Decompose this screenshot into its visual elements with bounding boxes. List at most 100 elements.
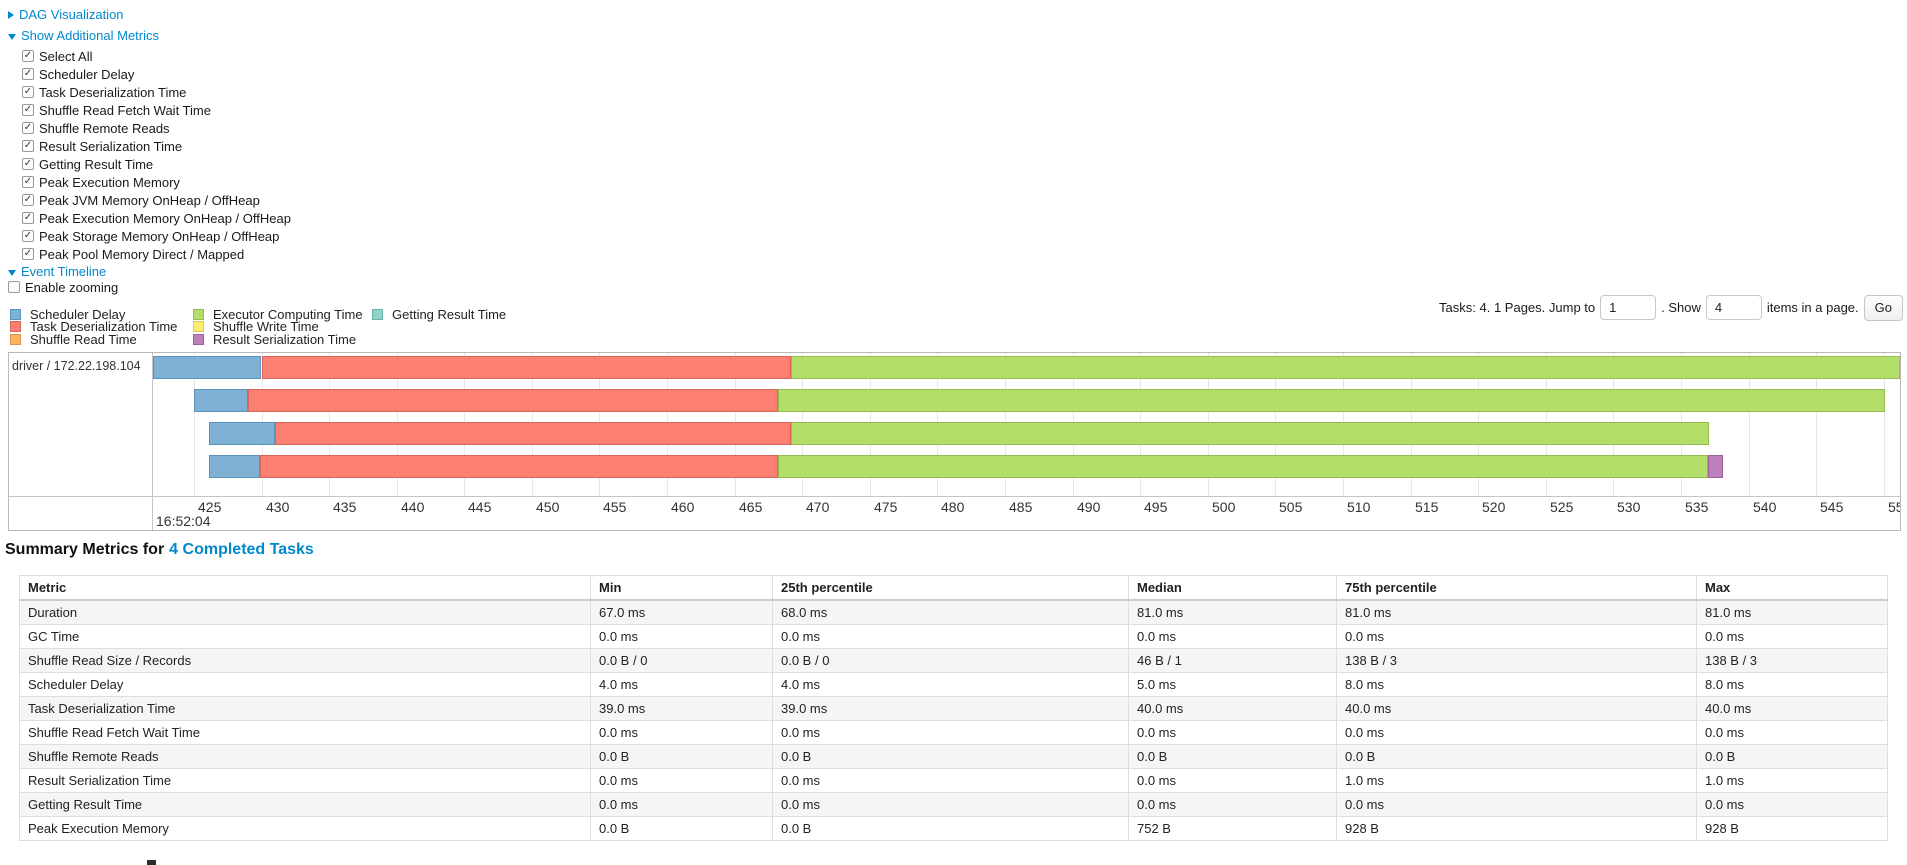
metric-checkbox-row[interactable]: Shuffle Read Fetch Wait Time	[22, 101, 211, 119]
metric-checkbox-row[interactable]: Task Deserialization Time	[22, 83, 186, 101]
completed-tasks-link[interactable]: 4 Completed Tasks	[169, 541, 314, 558]
axis-tick-label: 475	[874, 499, 898, 515]
timeline-bar-task-deserialization[interactable]	[275, 422, 792, 445]
summary-table-row: Scheduler Delay 4.0 ms 4.0 ms 5.0 ms 8.0 ms 8…	[19, 672, 1888, 697]
axis-tick-label: 530	[1617, 499, 1641, 515]
summary-table-row: Shuffle Read Size / Records 0.0 B / 0 0.0 …	[19, 648, 1888, 673]
pagination-summary: Tasks: 4. 1 Pages. Jump to	[1439, 300, 1596, 315]
summary-table-cell: Shuffle Read Fetch Wait Time	[19, 720, 591, 745]
metric-checkbox-row[interactable]: Peak JVM Memory OnHeap / OffHeap	[22, 191, 260, 209]
summary-table-row: Duration 67.0 ms 68.0 ms 81.0 ms 81.0 ms 81.0…	[19, 599, 1888, 625]
dag-visualization-label: DAG Visualization	[19, 7, 124, 22]
timeline-bar-executor-computing[interactable]	[777, 389, 1886, 412]
metric-checkbox-row[interactable]: Result Serialization Time	[22, 137, 182, 155]
metric-checkbox[interactable]	[22, 122, 34, 134]
metric-checkbox-label: Peak Pool Memory Direct / Mapped	[39, 246, 245, 262]
summary-table-cell: Getting Result Time	[19, 792, 591, 817]
metric-checkbox-row[interactable]: Select All	[22, 47, 92, 65]
page-size-input[interactable]	[1705, 295, 1762, 320]
summary-table-cell: 0.0 ms	[1128, 624, 1337, 649]
show-additional-metrics-toggle[interactable]: Show Additional Metrics	[8, 28, 159, 43]
summary-table-row: Task Deserialization Time 39.0 ms 39.0 ms 4…	[19, 696, 1888, 721]
timeline-bar-task-deserialization[interactable]	[247, 389, 778, 412]
summary-table-cell: 928 B	[1336, 816, 1697, 841]
event-timeline-toggle[interactable]: Event Timeline	[8, 264, 106, 279]
summary-table-cell: 138 B / 3	[1696, 648, 1888, 673]
summary-table-cell: 0.0 B	[1696, 744, 1888, 769]
metric-checkbox-row[interactable]: Peak Pool Memory Direct / Mapped	[22, 245, 244, 263]
summary-table-row: Result Serialization Time 0.0 ms 0.0 ms 0.0…	[19, 768, 1888, 793]
timeline-bar-scheduler-delay[interactable]	[208, 422, 275, 445]
metric-checkbox[interactable]	[22, 230, 34, 242]
timeline-bar-executor-computing[interactable]	[791, 422, 1710, 445]
metric-checkbox[interactable]	[22, 68, 34, 80]
go-button[interactable]: Go	[1863, 294, 1903, 321]
axis-tick-label: 550	[1888, 499, 1900, 515]
enable-zooming-checkbox[interactable]	[8, 281, 20, 293]
timeline-bar-result-serialization[interactable]	[1708, 455, 1723, 478]
metric-checkbox-row[interactable]: Getting Result Time	[22, 155, 153, 173]
metric-checkbox-label: Select All	[39, 48, 93, 64]
metric-checkbox[interactable]	[22, 50, 34, 62]
summary-table-cell: 46 B / 1	[1128, 648, 1337, 673]
legend-item: Result Serialization Time	[193, 332, 356, 347]
summary-table-cell: 0.0 B	[1336, 744, 1697, 769]
timeline-bar-scheduler-delay[interactable]	[153, 356, 262, 379]
axis-tick-label: 440	[401, 499, 425, 515]
summary-table-cell: 0.0 ms	[590, 792, 773, 817]
summary-table-cell: Peak Execution Memory	[19, 816, 591, 841]
timeline-bar-scheduler-delay[interactable]	[208, 455, 261, 478]
jump-to-page-input[interactable]	[1600, 295, 1657, 320]
axis-tick-label: 445	[468, 499, 492, 515]
summary-table-cell: 0.0 B / 0	[590, 648, 773, 673]
metric-checkbox-label: Peak Execution Memory	[39, 174, 180, 190]
summary-table-cell: 0.0 ms	[1696, 624, 1888, 649]
task-pagination: Tasks: 4. 1 Pages. Jump to . Show items …	[1439, 294, 1903, 321]
metric-checkbox-label: Peak Execution Memory OnHeap / OffHeap	[39, 210, 291, 226]
timeline-bar-executor-computing[interactable]	[777, 455, 1709, 478]
metric-checkbox-row[interactable]: Peak Execution Memory OnHeap / OffHeap	[22, 209, 291, 227]
axis-tick-label: 505	[1279, 499, 1303, 515]
summary-table-cell: 0.0 ms	[1128, 768, 1337, 793]
metric-checkbox[interactable]	[22, 158, 34, 170]
summary-table-row: GC Time 0.0 ms 0.0 ms 0.0 ms 0.0 ms 0.0 ms	[19, 624, 1888, 649]
dag-visualization-toggle[interactable]: DAG Visualization	[8, 7, 124, 22]
metric-checkbox[interactable]	[22, 140, 34, 152]
timeline-bar-task-deserialization[interactable]	[261, 356, 792, 379]
timeline-bar-task-deserialization[interactable]	[260, 455, 778, 478]
show-additional-metrics-label: Show Additional Metrics	[21, 28, 160, 43]
enable-zooming-row[interactable]: Enable zooming	[8, 280, 118, 295]
timeline-bar-executor-computing[interactable]	[791, 356, 1900, 379]
axis-tick-label: 470	[806, 499, 830, 515]
axis-tick-label: 480	[941, 499, 965, 515]
summary-table-cell: 81.0 ms	[1696, 599, 1888, 625]
metric-checkbox[interactable]	[22, 248, 34, 260]
scheduler-delay-swatch-icon	[10, 308, 21, 320]
axis-tick-label: 485	[1009, 499, 1033, 515]
legend-label: Shuffle Write Time	[213, 319, 319, 335]
axis-tick-label: 545	[1820, 499, 1844, 515]
metric-checkbox-row[interactable]: Peak Execution Memory	[22, 173, 180, 191]
summary-table-cell: 0.0 ms	[1336, 792, 1697, 817]
metric-checkbox-row[interactable]: Scheduler Delay	[22, 65, 134, 83]
metric-checkbox[interactable]	[22, 104, 34, 116]
metric-checkbox-label: Task Deserialization Time	[39, 84, 187, 100]
axis-tick-label: 465	[739, 499, 763, 515]
timeline-bar-scheduler-delay[interactable]	[193, 389, 248, 412]
summary-column-header: 75th percentile	[1336, 575, 1697, 601]
metric-checkbox[interactable]	[22, 86, 34, 98]
summary-table-cell: 8.0 ms	[1336, 672, 1697, 697]
axis-tick-label: 425	[198, 499, 222, 515]
metric-checkbox-row[interactable]: Peak Storage Memory OnHeap / OffHeap	[22, 227, 279, 245]
pagination-suffix: items in a page.	[1766, 300, 1859, 315]
metric-checkbox[interactable]	[22, 176, 34, 188]
result-serialization-swatch-icon	[193, 334, 204, 346]
summary-table-cell: 40.0 ms	[1696, 696, 1888, 721]
metric-checkbox[interactable]	[22, 212, 34, 224]
summary-table-cell: 0.0 B	[590, 816, 773, 841]
metric-checkbox[interactable]	[22, 194, 34, 206]
metric-checkbox-row[interactable]: Shuffle Remote Reads	[22, 119, 170, 137]
summary-table-cell: 8.0 ms	[1696, 672, 1888, 697]
summary-table-cell: 0.0 ms	[772, 624, 1129, 649]
legend-item: Shuffle Read Time	[10, 332, 137, 347]
